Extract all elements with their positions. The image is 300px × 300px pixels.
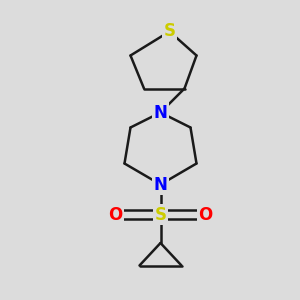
Text: S: S — [154, 206, 166, 224]
Text: N: N — [154, 176, 167, 194]
Text: O: O — [108, 206, 123, 224]
Text: N: N — [154, 103, 167, 122]
Text: S: S — [164, 22, 175, 40]
Text: O: O — [198, 206, 213, 224]
